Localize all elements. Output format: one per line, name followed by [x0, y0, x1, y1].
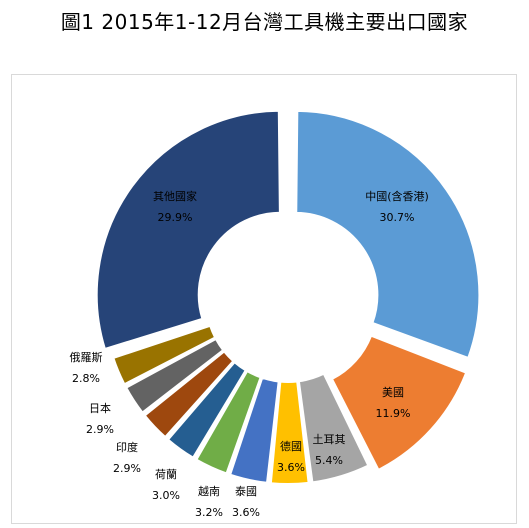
slice-3 — [269, 380, 310, 485]
slice-4 — [228, 376, 280, 484]
slice-10 — [95, 109, 281, 351]
slice-7 — [143, 350, 235, 439]
slice-6 — [166, 360, 248, 460]
slice-label-7: 印度 — [116, 440, 138, 454]
slice-2 — [297, 372, 370, 484]
slice-value-4: 3.6% — [232, 506, 260, 519]
slices-layer — [95, 109, 481, 485]
slice-label-9: 俄羅斯 — [70, 351, 103, 364]
slice-value-8: 2.9% — [86, 423, 114, 436]
slice-label-1: 美國 — [382, 386, 404, 399]
slice-value-3: 3.6% — [277, 461, 305, 474]
slice-label-4: 泰國 — [235, 484, 257, 498]
slice-1 — [330, 334, 468, 472]
slice-label-0: 中國(含香港) — [365, 189, 429, 203]
slice-label-6: 荷蘭 — [155, 468, 177, 481]
slice-value-1: 11.9% — [376, 407, 411, 420]
slice-8 — [124, 337, 225, 414]
slice-value-0: 30.7% — [380, 211, 415, 224]
slice-value-2: 5.4% — [315, 454, 343, 467]
slice-9 — [112, 324, 217, 386]
slice-label-3: 德國 — [280, 439, 302, 453]
slice-value-9: 2.8% — [72, 372, 100, 385]
slice-value-6: 3.0% — [152, 489, 180, 502]
slice-value-10: 29.9% — [158, 211, 193, 224]
slice-label-5: 越南 — [198, 484, 220, 498]
slice-label-10: 其他國家 — [153, 189, 197, 203]
slice-label-2: 土耳其 — [313, 433, 346, 446]
slice-value-5: 3.2% — [195, 506, 223, 519]
slice-0 — [295, 109, 481, 360]
slice-5 — [195, 369, 262, 475]
labels-layer: 中國(含香港) 30.7% 美國 11.9% 土耳其 5.4% 德國 3.6% 泰國 3.6% 越南… — [70, 189, 429, 519]
chart-title: 圖1 2015年1-12月台灣工具機主要出口國家 — [60, 10, 469, 34]
slice-value-7: 2.9% — [113, 462, 141, 475]
slice-label-8: 日本 — [89, 401, 111, 415]
